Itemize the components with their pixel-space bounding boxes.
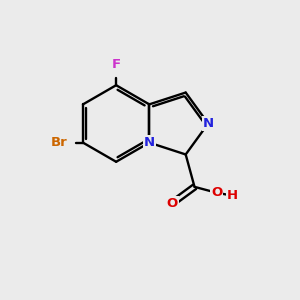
Text: N: N — [202, 117, 214, 130]
Text: O: O — [211, 186, 222, 199]
Text: F: F — [112, 58, 121, 71]
Text: O: O — [167, 196, 178, 210]
Text: Br: Br — [51, 136, 68, 149]
Text: N: N — [144, 136, 155, 149]
Text: H: H — [227, 189, 238, 202]
